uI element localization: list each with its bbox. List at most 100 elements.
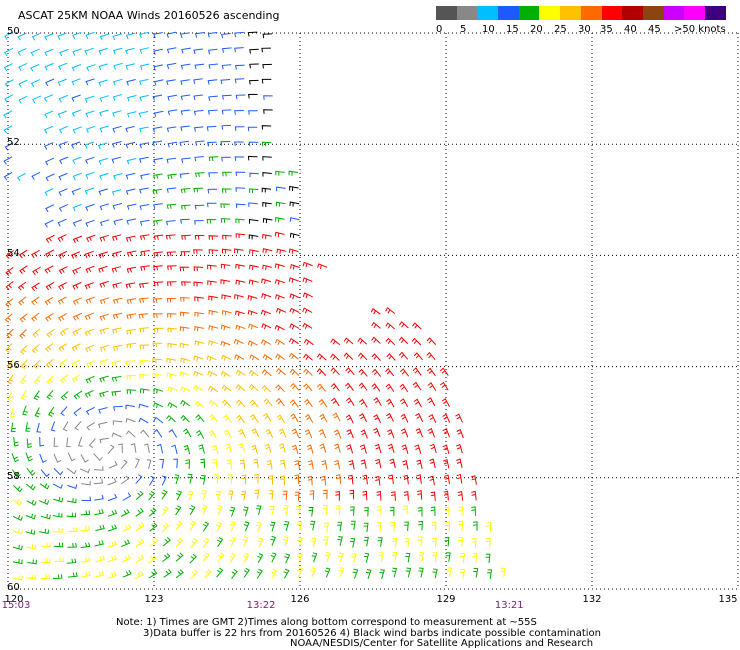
wind-barb: [362, 474, 368, 485]
wind-barb: [130, 443, 137, 453]
wind-barb: [173, 458, 178, 469]
wind-barb: [80, 525, 91, 532]
wind-barb: [125, 282, 136, 289]
wind-barb: [126, 389, 137, 394]
wind-barb: [231, 569, 238, 579]
wind-barb: [309, 520, 316, 531]
wind-barb: [153, 234, 164, 241]
wind-barb: [46, 389, 54, 400]
wind-barb: [46, 328, 55, 338]
legend-label-10: >50 knots: [674, 24, 726, 35]
wind-barb: [126, 313, 136, 320]
wind-barb: [236, 399, 246, 408]
wind-barb: [85, 110, 95, 118]
wind-barb: [86, 64, 96, 72]
wind-barb: [3, 110, 13, 119]
wind-barb: [98, 157, 109, 165]
wind-barb: [122, 492, 132, 501]
wind-barb: [4, 47, 14, 56]
wind-barb: [59, 374, 69, 384]
wind-barb: [471, 538, 477, 548]
wind-barb: [412, 322, 422, 330]
wind-barb: [413, 398, 422, 408]
wind-barb: [194, 172, 205, 178]
lon-label-126: 126: [290, 594, 310, 605]
wind-barb: [43, 94, 54, 102]
wind-barb: [152, 94, 163, 101]
wind-barb: [387, 429, 395, 439]
wind-barb: [140, 388, 150, 394]
wind-barb: [72, 327, 82, 336]
legend-swatch-3: [498, 6, 519, 20]
wind-barb: [22, 405, 28, 416]
wind-barb: [44, 188, 54, 196]
lon-label-132: 132: [582, 594, 602, 605]
wind-barb: [135, 490, 144, 500]
wind-barb: [304, 413, 314, 423]
wind-barb: [308, 507, 314, 517]
wind-barb: [45, 312, 54, 322]
wind-barb: [99, 125, 109, 133]
wind-barb: [167, 265, 177, 271]
wind-barb: [31, 312, 40, 322]
wind-barb: [221, 109, 232, 115]
wind-barb: [85, 203, 95, 212]
wind-barb: [153, 265, 163, 271]
legend-swatch-1: [456, 6, 478, 20]
wind-barb: [330, 383, 340, 392]
wind-barb: [50, 421, 56, 432]
wind-barb: [330, 367, 340, 376]
wind-barb: [59, 48, 69, 57]
wind-barb: [111, 156, 122, 164]
wind-barb: [456, 428, 464, 439]
wind-barb: [72, 172, 82, 181]
wind-barb: [19, 265, 28, 275]
wind-barb: [279, 443, 286, 453]
wind-barb: [302, 322, 313, 329]
wind-barb: [296, 521, 303, 531]
wind-barb: [18, 249, 28, 259]
wind-barb: [261, 187, 272, 193]
wind-barb: [54, 557, 64, 563]
wind-barb: [302, 307, 313, 314]
wind-barb: [371, 321, 381, 329]
wind-barb: [262, 248, 273, 254]
wind-barb: [85, 265, 95, 274]
wind-barb: [248, 141, 259, 147]
wind-barb: [135, 538, 145, 548]
wind-barb: [390, 522, 396, 532]
wind-barb: [20, 344, 28, 355]
wind-barb: [388, 474, 394, 485]
wind-barb: [398, 321, 409, 329]
wind-barb: [40, 574, 51, 580]
wind-barb: [211, 444, 219, 455]
wind-barb: [346, 428, 354, 439]
wind-barb: [81, 496, 91, 502]
wind-barb: [149, 522, 158, 532]
wind-barb: [417, 536, 423, 547]
wind-barb: [95, 524, 105, 531]
wind-barb: [57, 32, 67, 40]
wind-barb: [138, 111, 149, 118]
wind-barb: [389, 458, 396, 469]
wind-barb: [111, 360, 121, 367]
wind-barb: [235, 203, 246, 209]
wind-barb: [228, 490, 234, 501]
wind-barb: [268, 490, 274, 500]
wind-barb: [352, 568, 359, 579]
wind-barb: [345, 367, 355, 376]
wind-barb: [45, 281, 55, 291]
wind-barb: [282, 490, 288, 501]
wind-barb: [85, 219, 95, 228]
wind-barb: [94, 509, 104, 516]
wind-barb: [152, 372, 163, 378]
wind-barb: [431, 521, 437, 532]
wind-barb: [153, 416, 164, 424]
wind-barb: [183, 444, 191, 455]
wind-barb: [365, 569, 372, 579]
wind-barb: [152, 219, 163, 226]
wind-barb: [26, 574, 36, 580]
wind-barb: [261, 125, 272, 130]
wind-barb: [385, 383, 395, 392]
wind-barb: [44, 33, 54, 41]
